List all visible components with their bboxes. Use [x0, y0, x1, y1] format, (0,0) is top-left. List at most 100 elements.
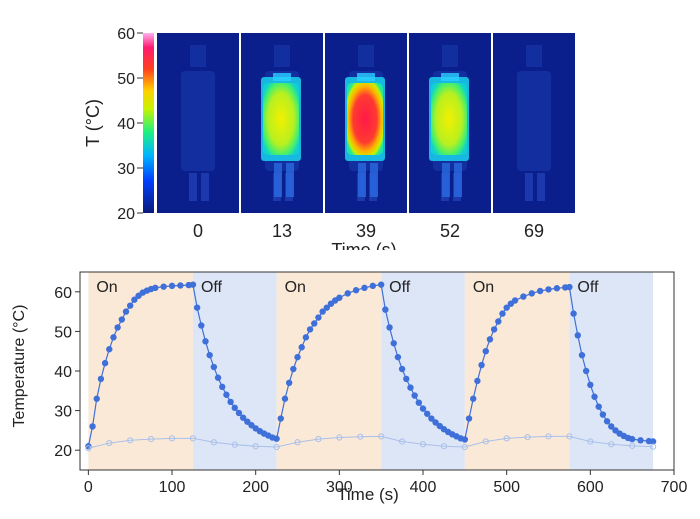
data-point: [398, 438, 406, 445]
data-point: [231, 441, 238, 448]
data-point: [281, 395, 289, 402]
thermal-frame: [241, 33, 323, 213]
data-point: [122, 308, 130, 315]
frame-time-label: 52: [440, 221, 460, 241]
data-point: [311, 320, 318, 327]
y-tick-label: 30: [54, 404, 72, 421]
data-point: [294, 353, 301, 361]
thermal-frame: [157, 33, 239, 213]
data-point: [566, 433, 573, 440]
warm-spot: [431, 83, 467, 155]
data-point: [599, 411, 607, 418]
x-tick-label: 500: [493, 479, 520, 496]
data-point: [482, 438, 489, 445]
data-point: [419, 441, 427, 448]
data-point: [319, 308, 326, 315]
data-point: [202, 338, 209, 345]
x-tick-label: 600: [577, 479, 604, 496]
data-point: [423, 410, 431, 417]
x-tick-label: 400: [410, 479, 437, 496]
data-point: [411, 392, 418, 399]
data-point: [382, 306, 389, 313]
frame-time-label: 39: [356, 221, 376, 241]
y-tick-label: 50: [54, 324, 72, 341]
data-point: [168, 282, 176, 290]
phase-label: Off: [577, 279, 599, 296]
data-point: [398, 365, 406, 373]
data-point: [244, 418, 251, 425]
warm-spot: [263, 83, 299, 155]
y-tick-label: 40: [54, 364, 72, 381]
data-point: [306, 326, 314, 333]
data-point: [352, 287, 360, 294]
data-point: [428, 415, 435, 422]
data-point: [131, 296, 138, 303]
data-point: [357, 433, 364, 440]
data-point: [511, 297, 519, 304]
phase-region: [464, 272, 570, 470]
data-point: [649, 443, 657, 450]
data-point: [394, 353, 402, 361]
data-point: [461, 436, 469, 443]
data-point: [369, 282, 377, 290]
colorbar: [143, 33, 154, 213]
phase-region: [381, 272, 465, 470]
data-point: [114, 324, 121, 331]
data-point: [177, 282, 184, 289]
data-point: [206, 351, 213, 359]
data-point: [628, 435, 636, 443]
data-point: [89, 423, 96, 430]
data-point: [545, 433, 552, 440]
data-point: [302, 334, 310, 341]
data-point: [440, 443, 448, 450]
data-point: [106, 439, 113, 447]
data-point: [168, 435, 176, 442]
phase-label: Off: [201, 279, 223, 296]
phase-label: On: [285, 279, 306, 296]
data-point: [277, 415, 284, 422]
data-point: [227, 398, 234, 406]
data-point: [273, 435, 280, 442]
frame-time-label: 0: [193, 221, 203, 241]
data-point: [419, 405, 427, 412]
data-point: [294, 439, 301, 446]
data-point: [235, 409, 243, 417]
data-point: [223, 391, 230, 398]
data-point: [219, 383, 226, 391]
data-point: [97, 375, 105, 383]
data-point: [603, 418, 611, 425]
frame-time-label: 69: [524, 221, 544, 241]
data-point: [637, 437, 644, 444]
data-point: [528, 290, 535, 297]
data-point: [189, 435, 197, 442]
data-point: [407, 384, 414, 391]
data-point: [478, 361, 485, 369]
data-point: [520, 293, 527, 300]
data-point: [566, 283, 573, 291]
data-point: [148, 436, 155, 443]
colorbar-tick-label: 40: [117, 116, 135, 133]
data-point: [252, 443, 259, 450]
data-point: [470, 395, 477, 402]
series-line: [88, 435, 654, 449]
data-point: [574, 332, 581, 339]
data-point: [193, 304, 201, 311]
data-point: [285, 379, 293, 387]
data-point: [608, 423, 615, 430]
data-point: [482, 348, 489, 355]
data-point: [536, 287, 544, 295]
data-point: [591, 393, 598, 400]
phase-region: [88, 272, 193, 470]
data-point: [231, 404, 238, 412]
data-point: [344, 290, 351, 297]
thermal-frame: [325, 33, 407, 213]
colorbar-tick-label: 20: [117, 206, 135, 223]
data-point: [649, 438, 657, 445]
data-point: [553, 285, 561, 292]
data-point: [152, 284, 159, 292]
data-point: [273, 443, 280, 451]
data-point: [524, 434, 531, 441]
data-point: [336, 294, 343, 301]
data-point: [315, 436, 322, 443]
data-point: [377, 281, 385, 288]
